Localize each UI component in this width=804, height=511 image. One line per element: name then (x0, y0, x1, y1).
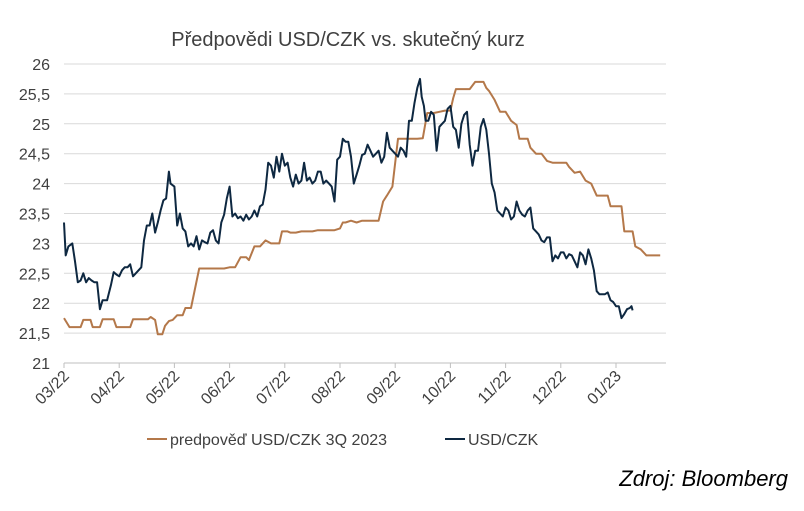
x-tick-label: 03/22 (32, 368, 72, 408)
y-tick-label: 21 (32, 356, 50, 373)
y-tick-label: 22,5 (19, 266, 50, 283)
y-tick-label: 22 (32, 296, 50, 313)
chart-title: Předpovědi USD/CZK vs. skutečný kurz (171, 29, 524, 51)
series-line-forecast (63, 80, 661, 336)
y-tick-label: 26 (32, 57, 50, 74)
series-group (63, 77, 661, 336)
x-tick-label: 01/23 (584, 368, 624, 408)
x-tick-label: 09/22 (364, 368, 404, 408)
series-line-usdczk (63, 77, 634, 320)
y-tick-label: 24,5 (19, 147, 50, 164)
legend: predpověď USD/CZK 3Q 2023 USD/CZK (147, 432, 539, 449)
y-axis: 21 21,5 22 22,5 23 23,5 24 24,5 25 25,5 26 (19, 57, 50, 373)
grid-lines (64, 63, 666, 364)
y-tick-label: 23 (32, 236, 50, 253)
x-tick-label: 04/22 (88, 368, 128, 408)
source-note: Zdroj: Bloomberg (619, 466, 788, 491)
y-tick-label: 24 (32, 177, 50, 194)
x-tick-label: 06/22 (198, 368, 238, 408)
x-tick-label: 12/22 (529, 368, 569, 408)
x-tick-label: 08/22 (308, 368, 348, 408)
y-tick-label: 23,5 (19, 207, 50, 224)
legend-label-usdczk: USD/CZK (468, 432, 539, 449)
y-tick-label: 21,5 (19, 326, 50, 343)
x-tick-label: 07/22 (253, 368, 293, 408)
legend-label-forecast: predpověď USD/CZK 3Q 2023 (170, 432, 387, 449)
x-axis: 03/22 04/22 05/22 06/22 07/22 08/22 09/22 10/22… (32, 363, 625, 408)
y-tick-label: 25,5 (19, 87, 50, 104)
x-tick-label: 05/22 (143, 368, 183, 408)
y-tick-label: 25 (32, 117, 50, 134)
x-tick-label: 11/22 (475, 368, 515, 408)
x-tick-label: 10/22 (419, 368, 459, 408)
